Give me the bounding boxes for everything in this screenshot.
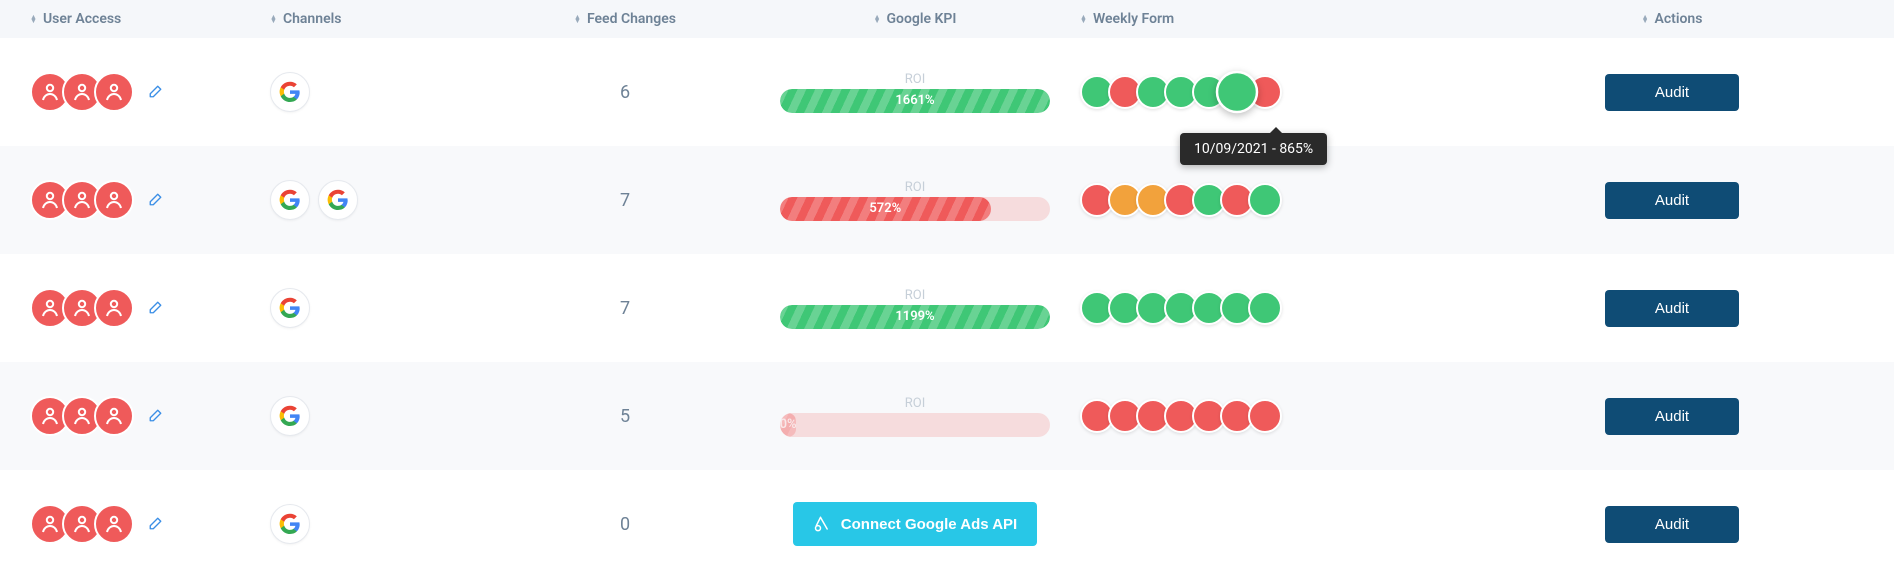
table-row: 5 ROI 0% Audit	[0, 362, 1894, 470]
kpi-bar-track: 0%	[780, 413, 1050, 437]
kpi-label: ROI	[905, 396, 926, 411]
feed-changes-value: 0	[620, 514, 630, 535]
header-feed-changes[interactable]: ▲▼ Feed Changes	[574, 11, 676, 27]
kpi-label: ROI	[905, 288, 926, 303]
google-channel-icon[interactable]	[270, 504, 310, 544]
feed-changes-value: 7	[620, 298, 630, 319]
kpi-bar-track: 572%	[780, 197, 1050, 221]
edit-icon[interactable]	[148, 405, 166, 427]
sort-icon: ▲▼	[1080, 15, 1087, 23]
audit-button[interactable]: Audit	[1605, 506, 1739, 543]
table-row: 7 ROI 1199% Audit	[0, 254, 1894, 362]
data-table: ▲▼ User Access ▲▼ Channels ▲▼ Feed Chang…	[0, 0, 1894, 578]
user-avatar[interactable]	[94, 504, 134, 544]
weekly-dots	[1080, 183, 1282, 217]
user-avatars	[30, 180, 134, 220]
edit-icon[interactable]	[148, 513, 166, 535]
user-avatar[interactable]	[94, 180, 134, 220]
google-channel-icon[interactable]	[318, 180, 358, 220]
google-channel-icon[interactable]	[270, 72, 310, 112]
header-label: User Access	[43, 11, 121, 27]
audit-button[interactable]: Audit	[1605, 398, 1739, 435]
audit-button[interactable]: Audit	[1605, 182, 1739, 219]
audit-button[interactable]: Audit	[1605, 74, 1739, 111]
header-label: Google KPI	[887, 11, 957, 27]
connect-google-ads-button[interactable]: Connect Google Ads API	[793, 502, 1037, 546]
audit-button[interactable]: Audit	[1605, 290, 1739, 327]
connect-label: Connect Google Ads API	[841, 516, 1017, 533]
sort-icon: ▲▼	[1642, 15, 1649, 23]
header-user-access[interactable]: ▲▼ User Access	[30, 11, 121, 27]
weekly-dots	[1080, 75, 1282, 109]
user-avatar[interactable]	[94, 396, 134, 436]
weekly-dot[interactable]	[1248, 399, 1282, 433]
feed-changes-value: 5	[620, 406, 630, 427]
kpi-bar-fill: 1199%	[780, 305, 1050, 329]
table-row: 6ROI 1661% 10/09/2021 - 865% Audit	[0, 38, 1894, 146]
weekly-dot[interactable]	[1248, 291, 1282, 325]
kpi-bar-track: 1199%	[780, 305, 1050, 329]
user-avatars	[30, 396, 134, 436]
google-channel-icon[interactable]	[270, 396, 310, 436]
kpi-label: ROI	[905, 72, 926, 87]
header-label: Weekly Form	[1093, 11, 1174, 27]
header-weekly-form[interactable]: ▲▼ Weekly Form	[1080, 11, 1174, 27]
edit-icon[interactable]	[148, 297, 166, 319]
feed-changes-value: 7	[620, 190, 630, 211]
sort-icon: ▲▼	[874, 15, 881, 23]
weekly-dots	[1080, 291, 1282, 325]
user-avatar[interactable]	[94, 288, 134, 328]
edit-icon[interactable]	[148, 189, 166, 211]
header-label: Channels	[283, 11, 342, 27]
table-row: 7 ROI 572% Audit	[0, 146, 1894, 254]
kpi-bar-fill: 572%	[780, 197, 991, 221]
sort-icon: ▲▼	[574, 15, 581, 23]
kpi-bar-track: 1661%	[780, 89, 1050, 113]
header-actions[interactable]: ▲▼ Actions	[1642, 11, 1703, 27]
sort-icon: ▲▼	[270, 15, 277, 23]
user-avatar[interactable]	[94, 72, 134, 112]
feed-changes-value: 6	[620, 82, 630, 103]
header-google-kpi[interactable]: ▲▼ Google KPI	[874, 11, 957, 27]
kpi-bar-fill: 0%	[780, 413, 796, 437]
google-channel-icon[interactable]	[270, 288, 310, 328]
header-label: Actions	[1655, 11, 1703, 27]
header-label: Feed Changes	[587, 11, 676, 27]
table-header: ▲▼ User Access ▲▼ Channels ▲▼ Feed Chang…	[0, 0, 1894, 38]
weekly-dot[interactable]	[1216, 71, 1259, 114]
edit-icon[interactable]	[148, 81, 166, 103]
weekly-tooltip: 10/09/2021 - 865%	[1180, 133, 1327, 165]
weekly-dot[interactable]	[1248, 183, 1282, 217]
google-channel-icon[interactable]	[270, 180, 310, 220]
sort-icon: ▲▼	[30, 15, 37, 23]
table-row: 0 Connect Google Ads API Audit	[0, 470, 1894, 578]
user-avatars	[30, 72, 134, 112]
user-avatars	[30, 288, 134, 328]
header-channels[interactable]: ▲▼ Channels	[270, 11, 341, 27]
user-avatars	[30, 504, 134, 544]
kpi-bar-fill: 1661%	[780, 89, 1050, 113]
kpi-label: ROI	[905, 180, 926, 195]
weekly-dots	[1080, 399, 1282, 433]
